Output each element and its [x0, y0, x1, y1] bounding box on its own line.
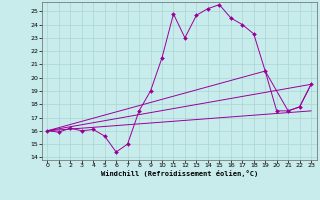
- X-axis label: Windchill (Refroidissement éolien,°C): Windchill (Refroidissement éolien,°C): [100, 170, 258, 177]
